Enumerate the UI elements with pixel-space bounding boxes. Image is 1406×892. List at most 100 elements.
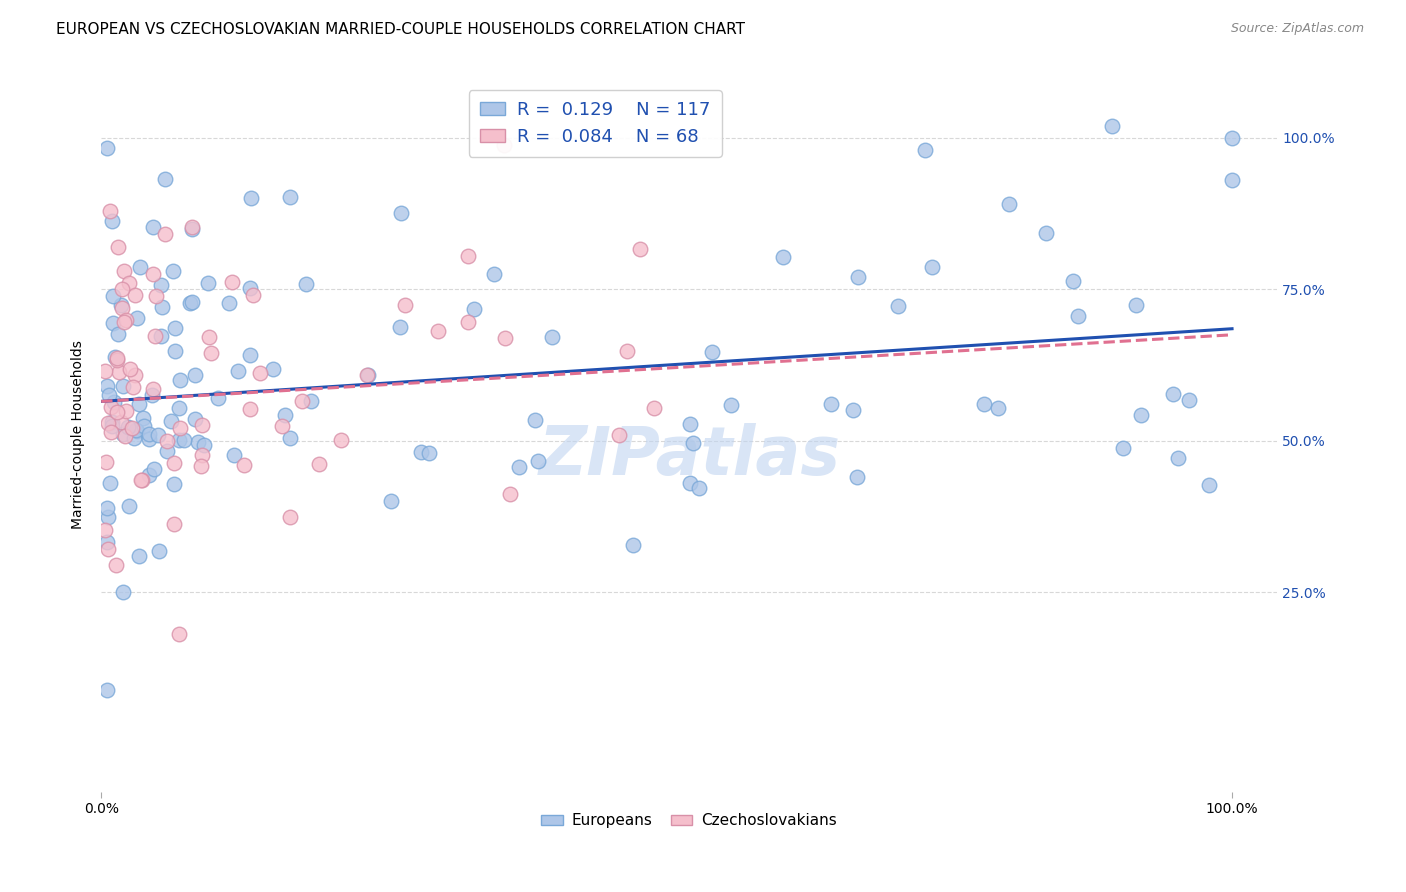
- Point: [1063, 274, 1085, 288]
- Point: [162, 516, 184, 531]
- Point: [111, 584, 134, 599]
- Point: [1167, 451, 1189, 466]
- Point: [409, 444, 432, 458]
- Point: [973, 397, 995, 411]
- Point: [820, 397, 842, 411]
- Point: [987, 401, 1010, 415]
- Point: [221, 276, 243, 290]
- Point: [107, 240, 129, 254]
- Point: [121, 421, 143, 435]
- Point: [679, 476, 702, 491]
- Point: [156, 443, 179, 458]
- Point: [720, 398, 742, 412]
- Point: [998, 197, 1021, 211]
- Point: [110, 301, 132, 315]
- Point: [357, 368, 380, 382]
- Point: [101, 419, 124, 434]
- Point: [97, 509, 120, 524]
- Point: [463, 301, 485, 316]
- Point: [508, 460, 530, 475]
- Point: [1125, 298, 1147, 312]
- Point: [124, 368, 146, 382]
- Point: [278, 509, 301, 524]
- Point: [187, 435, 209, 450]
- Point: [96, 682, 118, 697]
- Y-axis label: Married-couple Households: Married-couple Households: [72, 340, 86, 529]
- Point: [682, 436, 704, 450]
- Point: [271, 419, 294, 434]
- Point: [1035, 226, 1057, 240]
- Point: [499, 487, 522, 501]
- Point: [621, 538, 644, 552]
- Point: [887, 299, 910, 313]
- Point: [93, 364, 115, 378]
- Point: [524, 413, 547, 427]
- Point: [1220, 131, 1243, 145]
- Point: [249, 367, 271, 381]
- Point: [492, 138, 515, 153]
- Point: [197, 276, 219, 290]
- Point: [426, 324, 449, 338]
- Point: [163, 456, 186, 470]
- Point: [1067, 309, 1090, 323]
- Point: [628, 243, 651, 257]
- Point: [111, 379, 134, 393]
- Point: [197, 330, 219, 344]
- Point: [191, 418, 214, 433]
- Point: [97, 416, 120, 430]
- Point: [494, 331, 516, 345]
- Point: [169, 373, 191, 387]
- Point: [232, 458, 254, 472]
- Point: [148, 544, 170, 558]
- Point: [169, 421, 191, 435]
- Point: [308, 457, 330, 471]
- Point: [108, 365, 131, 379]
- Point: [141, 388, 163, 402]
- Point: [132, 411, 155, 425]
- Point: [96, 141, 118, 155]
- Point: [169, 401, 191, 416]
- Point: [115, 312, 138, 326]
- Point: [239, 348, 262, 362]
- Point: [128, 549, 150, 564]
- Point: [93, 523, 115, 537]
- Point: [239, 281, 262, 295]
- Point: [145, 288, 167, 302]
- Point: [142, 382, 165, 396]
- Point: [278, 190, 301, 204]
- Point: [457, 249, 479, 263]
- Point: [104, 558, 127, 573]
- Point: [124, 288, 146, 302]
- Point: [141, 220, 163, 235]
- Point: [179, 296, 201, 310]
- Point: [96, 378, 118, 392]
- Point: [389, 205, 412, 219]
- Point: [112, 427, 135, 442]
- Point: [165, 321, 187, 335]
- Point: [105, 351, 128, 366]
- Text: Source: ZipAtlas.com: Source: ZipAtlas.com: [1230, 22, 1364, 36]
- Point: [118, 277, 141, 291]
- Point: [163, 476, 186, 491]
- Point: [380, 493, 402, 508]
- Point: [122, 380, 145, 394]
- Point: [291, 394, 314, 409]
- Point: [262, 361, 284, 376]
- Point: [1198, 477, 1220, 491]
- Point: [110, 415, 132, 429]
- Point: [96, 535, 118, 549]
- Point: [167, 434, 190, 448]
- Point: [160, 414, 183, 428]
- Point: [129, 260, 152, 274]
- Point: [122, 431, 145, 445]
- Point: [131, 473, 153, 487]
- Point: [100, 401, 122, 415]
- Point: [142, 267, 165, 281]
- Point: [138, 432, 160, 446]
- Point: [848, 270, 870, 285]
- Point: [96, 500, 118, 515]
- Point: [191, 448, 214, 462]
- Point: [114, 429, 136, 443]
- Point: [278, 431, 301, 445]
- Point: [1129, 409, 1152, 423]
